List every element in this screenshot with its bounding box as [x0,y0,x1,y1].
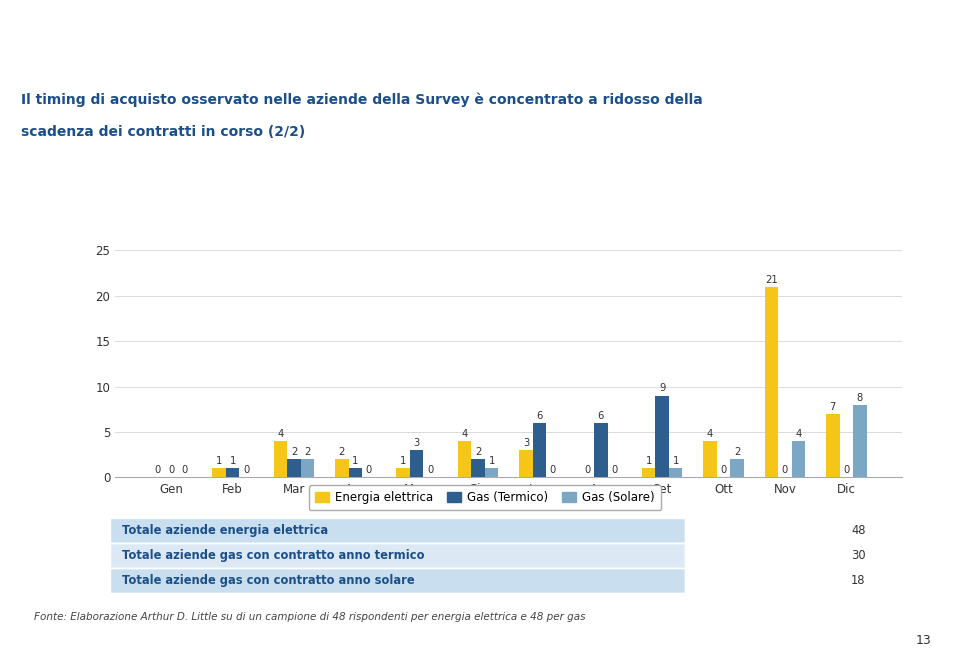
Text: 2: 2 [734,447,740,457]
Bar [396,468,410,477]
Text: 2: 2 [475,447,481,457]
Text: 8: 8 [856,392,863,402]
Bar [533,423,546,477]
Text: 2: 2 [339,447,345,457]
Text: 4: 4 [707,429,713,439]
Bar [792,441,805,477]
Text: 0: 0 [550,465,556,475]
Text: 0: 0 [427,465,433,475]
Bar [110,568,685,593]
Bar [642,468,656,477]
Bar [110,543,685,568]
Bar [731,459,744,477]
Text: 2: 2 [291,447,298,457]
Text: 13: 13 [916,634,931,647]
Bar [853,405,867,477]
Text: 7: 7 [829,402,836,411]
Text: 6: 6 [598,411,604,421]
Bar [110,518,685,543]
Text: 18: 18 [852,574,866,587]
Text: 3: 3 [414,438,420,448]
Text: scadenza dei contratti in corso (2/2): scadenza dei contratti in corso (2/2) [21,125,305,139]
Text: 1: 1 [229,456,236,466]
Text: 0: 0 [843,465,850,475]
Bar [685,518,898,543]
Text: Totale aziende gas con contratto anno termico: Totale aziende gas con contratto anno te… [122,549,424,562]
Text: 4: 4 [796,429,802,439]
Text: 9: 9 [660,383,665,394]
Text: Fonte: Elaborazione Arthur D. Little su di un campione di 48 rispondenti per ene: Fonte: Elaborazione Arthur D. Little su … [34,612,585,623]
Text: 0: 0 [781,465,788,475]
Bar [226,468,239,477]
Bar [685,568,898,593]
Bar [827,414,840,477]
Bar [485,468,498,477]
Bar [656,396,669,477]
Bar [335,459,348,477]
Bar [348,468,362,477]
Legend: Energia elettrica, Gas (Termico), Gas (Solare): Energia elettrica, Gas (Termico), Gas (S… [309,485,660,510]
Text: 1: 1 [352,456,358,466]
Text: 0: 0 [585,465,590,475]
Text: 2   Timing – Il timing ossevato nel corso della Survey: 2 Timing – Il timing ossevato nel corso … [21,56,333,68]
Text: 48: 48 [852,524,866,537]
Bar [704,441,717,477]
Bar [274,441,287,477]
Text: 0: 0 [243,465,250,475]
Text: 0: 0 [721,465,727,475]
Text: 1: 1 [216,456,223,466]
Bar [458,441,471,477]
Text: 2: 2 [304,447,311,457]
Bar [685,543,898,568]
Text: 30: 30 [852,549,866,562]
Text: Arthur D Little: Arthur D Little [21,15,191,35]
Text: 1: 1 [489,456,494,466]
Text: Il timing di acquisto osservato nelle aziende della Survey è concentrato a ridos: Il timing di acquisto osservato nelle az… [21,93,703,107]
Text: 1: 1 [673,456,679,466]
Bar [410,450,423,477]
Bar [765,287,779,477]
Bar [471,459,485,477]
Bar [594,423,608,477]
Text: 1: 1 [645,456,652,466]
Text: 3: 3 [523,438,529,448]
Text: 21: 21 [765,275,778,284]
Bar [212,468,226,477]
Text: 0: 0 [168,465,175,475]
Bar [669,468,683,477]
Text: 4: 4 [277,429,283,439]
Text: 4: 4 [462,429,468,439]
Bar [287,459,300,477]
Text: Totale aziende gas con contratto anno solare: Totale aziende gas con contratto anno so… [122,574,415,587]
Bar [519,450,533,477]
Text: 0: 0 [366,465,372,475]
Text: 0: 0 [155,465,161,475]
Text: Mese di chiusura nel 2009 del contratto 2010: Mese di chiusura nel 2009 del contratto … [290,221,680,235]
Bar [300,459,314,477]
Text: 0: 0 [181,465,188,475]
Text: Totale aziende energia elettrica: Totale aziende energia elettrica [122,524,328,537]
Text: 1: 1 [400,456,406,466]
Text: 6: 6 [537,411,542,421]
Text: 0: 0 [612,465,617,475]
